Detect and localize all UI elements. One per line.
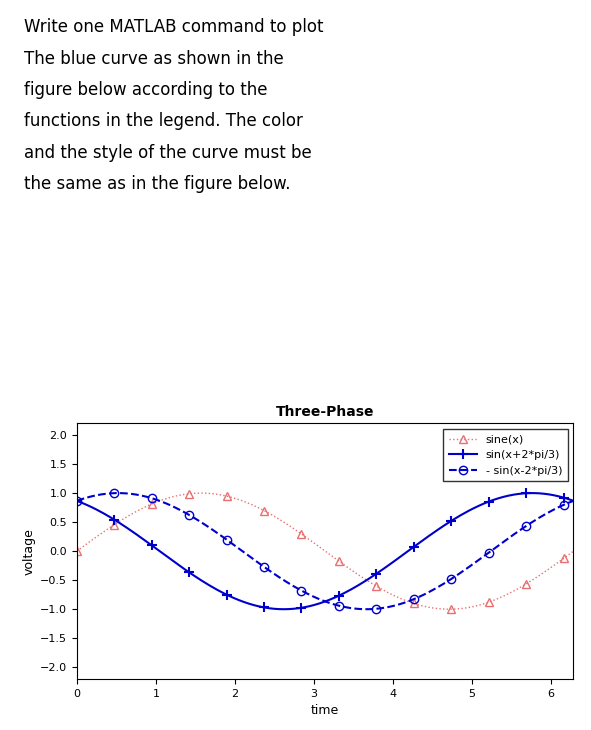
sine(x) [532, 573, 540, 582]
Line: sin(x+2*pi/3): sin(x+2*pi/3) [72, 488, 579, 614]
sine(x) [73, 547, 80, 556]
- sin(x-2*pi/3) [73, 496, 80, 505]
- sin(x-2*pi/3) [93, 491, 100, 499]
sine(x) [165, 493, 173, 502]
- sin(x-2*pi/3) [116, 488, 123, 497]
X-axis label: time: time [311, 704, 339, 717]
Title: Three-Phase: Three-Phase [276, 405, 374, 420]
Text: and the style of the curve must be: and the style of the curve must be [24, 144, 311, 162]
sin(x+2*pi/3) [528, 488, 535, 497]
Line: - sin(x-2*pi/3): - sin(x-2*pi/3) [73, 489, 577, 613]
sin(x+2*pi/3) [165, 554, 173, 563]
sin(x+2*pi/3) [103, 511, 111, 520]
sine(x) [208, 489, 215, 498]
sin(x+2*pi/3) [73, 496, 80, 505]
Y-axis label: voltage: voltage [23, 528, 36, 575]
- sin(x-2*pi/3) [532, 515, 540, 524]
sin(x+2*pi/3) [570, 496, 577, 505]
sine(x) [198, 488, 205, 497]
sin(x+2*pi/3) [206, 581, 213, 590]
sine(x) [570, 547, 577, 556]
sin(x+2*pi/3) [93, 505, 100, 514]
Text: The blue curve as shown in the: The blue curve as shown in the [24, 50, 284, 68]
sine(x) [445, 605, 452, 614]
- sin(x-2*pi/3) [103, 489, 111, 498]
sin(x+2*pi/3) [281, 605, 288, 614]
sine(x) [103, 526, 111, 534]
- sin(x-2*pi/3) [208, 525, 215, 534]
- sin(x-2*pi/3) [168, 502, 175, 510]
- sin(x-2*pi/3) [570, 496, 577, 505]
Text: figure below according to the: figure below according to the [24, 81, 267, 99]
Text: functions in the legend. The color: functions in the legend. The color [24, 112, 303, 131]
Legend: sine(x), sin(x+2*pi/3), - sin(x-2*pi/3): sine(x), sin(x+2*pi/3), - sin(x-2*pi/3) [443, 429, 568, 481]
Text: Write one MATLAB command to plot: Write one MATLAB command to plot [24, 18, 323, 36]
sin(x+2*pi/3) [550, 491, 557, 499]
sin(x+2*pi/3) [532, 489, 540, 498]
- sin(x-2*pi/3) [363, 605, 370, 614]
Text: the same as in the figure below.: the same as in the figure below. [24, 175, 290, 193]
sine(x) [93, 532, 100, 541]
sine(x) [550, 561, 557, 570]
Line: sine(x): sine(x) [73, 489, 577, 613]
- sin(x-2*pi/3) [550, 505, 557, 514]
